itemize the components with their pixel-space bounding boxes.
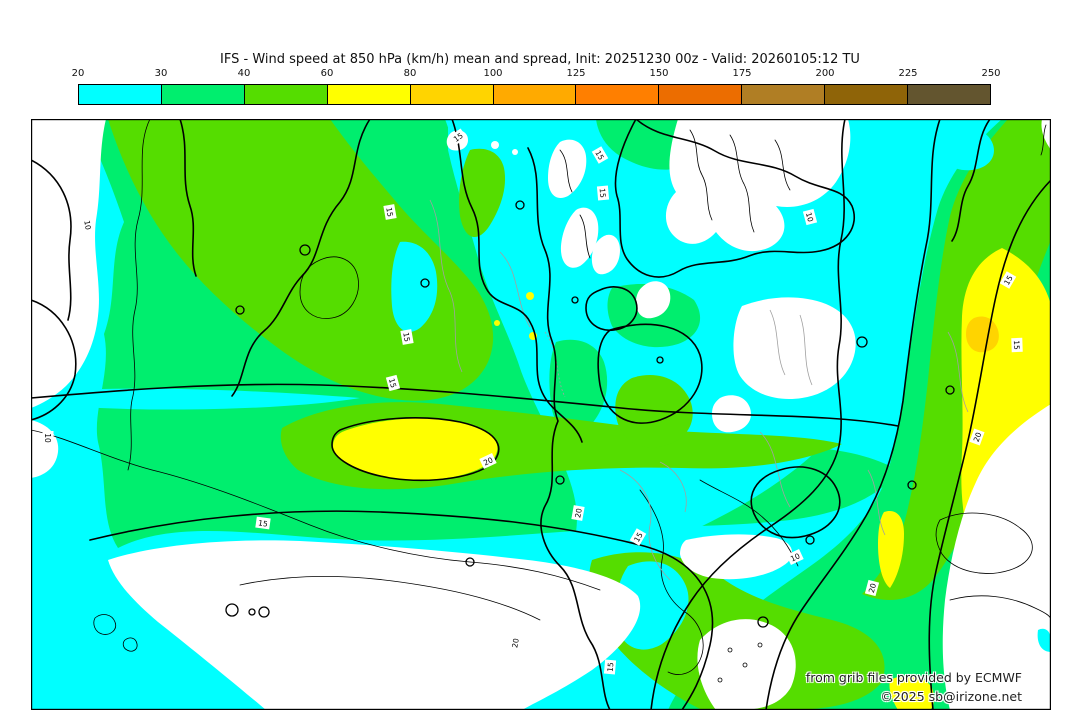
map-canvas: 10 15 15 15 15 15 15 10 15 15 10 15 20 20 20 15 10 20 15 20 bbox=[31, 119, 1051, 710]
colorbar-tick-label: 125 bbox=[566, 68, 586, 79]
contour-label: 10 bbox=[802, 208, 818, 226]
svg-text:10: 10 bbox=[804, 211, 815, 223]
svg-text:15: 15 bbox=[598, 188, 608, 199]
contour-label: 20 bbox=[508, 635, 522, 651]
contour-label: 15 bbox=[596, 185, 610, 201]
colorbar-segment bbox=[244, 85, 328, 104]
contour-label: 10 bbox=[42, 431, 54, 445]
map-border bbox=[31, 119, 1051, 710]
colorbar-tick-label: 40 bbox=[237, 68, 251, 79]
svg-text:15: 15 bbox=[384, 207, 395, 218]
svg-text:15: 15 bbox=[632, 531, 645, 544]
svg-text:20: 20 bbox=[573, 507, 584, 518]
contour-label: 15 bbox=[629, 528, 647, 546]
svg-text:10: 10 bbox=[789, 551, 802, 563]
attribution-copyright: ©2025 sb@irizone.net bbox=[880, 689, 1022, 704]
colorbar-tick-label: 150 bbox=[649, 68, 669, 79]
contour-label: 15 bbox=[255, 516, 271, 530]
colorbar bbox=[78, 84, 991, 105]
svg-text:10: 10 bbox=[43, 433, 52, 443]
page-title: IFS - Wind speed at 850 hPa (km/h) mean … bbox=[220, 52, 860, 67]
colorbar-segment bbox=[493, 85, 577, 104]
contour-label: 15 bbox=[383, 204, 397, 220]
wind-below-20-regions bbox=[31, 119, 1051, 710]
colorbar-segment bbox=[79, 85, 162, 104]
contour-label: 15 bbox=[1011, 337, 1023, 353]
contour-label: 15 bbox=[999, 271, 1017, 289]
contour-label: 20 bbox=[571, 505, 585, 521]
svg-text:15: 15 bbox=[593, 149, 606, 162]
contour-label: 15 bbox=[400, 329, 414, 345]
contour-label: 15 bbox=[385, 374, 401, 392]
colorbar-tick-label: 80 bbox=[403, 68, 417, 79]
colorbar-tick-label: 20 bbox=[71, 68, 85, 79]
colorbar-tick-label: 225 bbox=[898, 68, 918, 79]
contour-label: 20 bbox=[969, 428, 985, 446]
colorbar-segment bbox=[659, 85, 743, 104]
colorbar-segment bbox=[161, 85, 245, 104]
colorbar-segment bbox=[327, 85, 411, 104]
colorbar-segment bbox=[908, 85, 990, 104]
contour-label: 10 bbox=[786, 549, 804, 565]
colorbar-segment bbox=[742, 85, 826, 104]
wind-speed-map: 10 15 15 15 15 15 15 10 15 15 10 15 20 20 20 15 10 20 15 20 bbox=[31, 119, 1051, 710]
colorbar-tick-label: 60 bbox=[320, 68, 334, 79]
colorbar-tick-label: 200 bbox=[815, 68, 835, 79]
svg-text:15: 15 bbox=[401, 332, 412, 343]
colorbar-segment bbox=[410, 85, 494, 104]
svg-text:15: 15 bbox=[387, 377, 398, 389]
coastlines bbox=[31, 119, 1051, 683]
country-borders bbox=[429, 199, 969, 581]
contour-label: 15 bbox=[603, 659, 617, 675]
svg-text:15: 15 bbox=[1012, 340, 1021, 350]
colorbar-segment bbox=[576, 85, 660, 104]
spread-contours bbox=[31, 119, 1051, 710]
colorbar-segment bbox=[825, 85, 909, 104]
attribution-source: from grib files provided by ECMWF bbox=[805, 670, 1022, 685]
contour-label: 15 bbox=[591, 146, 609, 164]
colorbar-tick-label: 30 bbox=[154, 68, 168, 79]
svg-text:15: 15 bbox=[606, 662, 616, 673]
contour-value-labels: 10 15 15 15 15 15 15 10 15 15 10 15 20 20 20 15 10 20 15 20 bbox=[42, 128, 1023, 675]
colorbar-tick-label: 250 bbox=[981, 68, 1001, 79]
svg-text:20: 20 bbox=[510, 637, 521, 648]
svg-text:20: 20 bbox=[867, 582, 878, 594]
cyan-pockets bbox=[391, 124, 994, 650]
svg-text:15: 15 bbox=[1002, 274, 1015, 287]
svg-text:10: 10 bbox=[82, 220, 93, 231]
contour-label: 15 bbox=[449, 128, 467, 146]
contour-label: 20 bbox=[479, 453, 497, 469]
contour-label: 10 bbox=[81, 217, 95, 233]
colorbar-tick-label: 100 bbox=[483, 68, 503, 79]
colorbar-ticks: 20 30 40 60 80 100 125 150 175 200 225 250 bbox=[72, 68, 1001, 82]
colorbar-tick-label: 175 bbox=[732, 68, 752, 79]
svg-text:20: 20 bbox=[972, 431, 984, 443]
svg-text:15: 15 bbox=[258, 518, 269, 528]
contour-label: 20 bbox=[864, 579, 880, 597]
svg-text:20: 20 bbox=[482, 455, 495, 467]
